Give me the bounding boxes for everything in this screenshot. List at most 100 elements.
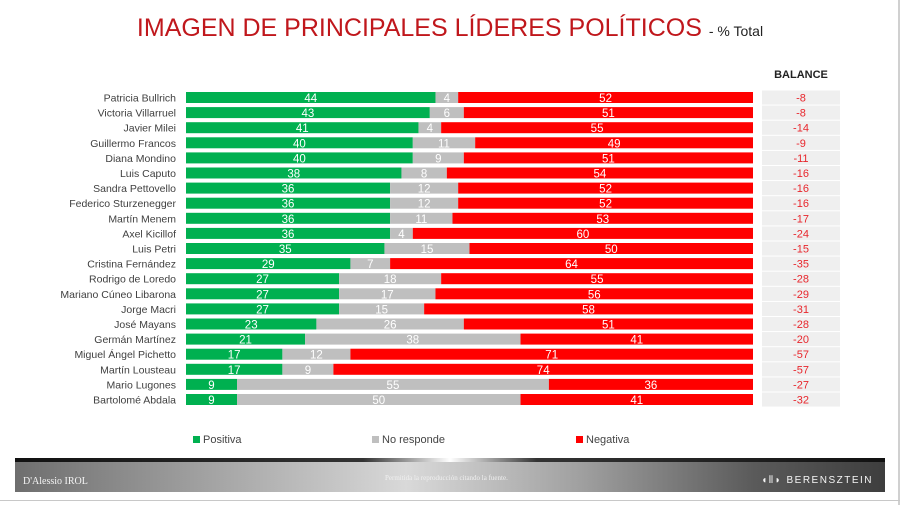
data-label-no-responde: 4: [427, 123, 434, 135]
balance-cell: [762, 377, 840, 392]
legend-swatch-negativa: [576, 436, 583, 443]
category-label: Mariano Cúneo Libarona: [60, 289, 176, 301]
bar-positiva: [186, 243, 385, 254]
bar-negativa: [458, 182, 753, 194]
data-label-negativa: 49: [608, 138, 621, 150]
bar-no-responde: [339, 273, 442, 285]
bar-no-responde: [390, 197, 459, 209]
category-label: Mario Lugones: [107, 379, 176, 391]
bar-negativa: [412, 227, 753, 239]
bar-no-responde: [339, 288, 436, 300]
data-label-negativa: 51: [602, 153, 615, 165]
bar-no-responde: [390, 212, 453, 224]
balance-cell: [762, 196, 840, 211]
balance-cell: [762, 120, 840, 135]
balance-cell: [762, 347, 840, 362]
data-label-positiva: 27: [256, 274, 269, 286]
bar-no-responde: [316, 318, 464, 330]
data-label-no-responde: 6: [444, 108, 450, 120]
balance-value: -16: [793, 183, 809, 195]
legend-positiva: Positiva: [193, 434, 242, 446]
data-label-positiva: 44: [304, 93, 317, 105]
data-label-negativa: 55: [591, 123, 604, 135]
data-label-positiva: 27: [256, 289, 269, 301]
bar-negativa: [458, 92, 753, 103]
data-label-negativa: 50: [605, 244, 618, 256]
data-label-negativa: 51: [602, 108, 615, 120]
category-label: Sandra Pettovello: [93, 183, 176, 195]
bar-positiva: [186, 378, 238, 390]
data-label-positiva: 29: [262, 259, 275, 271]
data-label-positiva: 38: [287, 169, 300, 181]
data-label-negativa: 52: [599, 199, 612, 211]
data-label-no-responde: 9: [305, 365, 311, 377]
balance-value: -57: [793, 364, 809, 376]
data-label-no-responde: 9: [435, 153, 441, 165]
category-label: José Mayans: [114, 319, 176, 331]
data-label-no-responde: 8: [421, 169, 427, 181]
bar-no-responde: [237, 394, 521, 405]
frame-border: [898, 0, 900, 505]
bar-no-responde: [390, 227, 413, 239]
bar-negativa: [463, 107, 753, 119]
bar-negativa: [520, 394, 753, 405]
data-label-no-responde: 26: [384, 320, 397, 332]
bar-negativa: [390, 258, 753, 270]
data-label-no-responde: 11: [415, 214, 427, 226]
bar-positiva: [186, 318, 317, 330]
data-label-positiva: 36: [282, 229, 295, 241]
data-label-positiva: 36: [282, 184, 295, 196]
bar-no-responde: [412, 137, 476, 149]
data-label-no-responde: 17: [381, 289, 394, 301]
balance-value: -16: [793, 198, 809, 210]
bar-negativa: [475, 137, 753, 149]
bar-negativa: [458, 197, 753, 209]
balance-cell: [762, 301, 840, 316]
data-label-positiva: 9: [208, 395, 214, 407]
bar-negativa: [469, 243, 753, 254]
legend-negativa: Negativa: [576, 434, 629, 446]
bar-no-responde: [384, 243, 470, 254]
bar-positiva: [186, 167, 402, 179]
data-label-no-responde: 12: [418, 184, 431, 196]
bar-no-responde: [339, 303, 425, 315]
bar-negativa: [520, 333, 753, 345]
category-label: Federico Sturzenegger: [69, 198, 176, 210]
data-label-no-responde: 11: [438, 138, 450, 150]
balance-cell: [762, 105, 840, 120]
bar-no-responde: [390, 182, 459, 194]
balance-value: -27: [793, 379, 809, 391]
data-label-negativa: 36: [645, 380, 658, 392]
balance-value: -28: [793, 274, 809, 286]
balance-value: -28: [793, 319, 809, 331]
balance-cell: [762, 332, 840, 347]
bar-positiva: [186, 394, 238, 405]
bar-positiva: [186, 348, 283, 360]
bar-no-responde: [418, 122, 442, 134]
bar-positiva: [186, 258, 351, 270]
balance-value: -8: [796, 108, 806, 120]
balance-value: -32: [793, 395, 809, 407]
balance-cell: [762, 226, 840, 241]
bar-no-responde: [401, 167, 447, 179]
bar-negativa: [441, 273, 753, 285]
data-label-no-responde: 15: [421, 244, 434, 256]
balance-value: -11: [793, 153, 808, 165]
data-label-positiva: 17: [228, 365, 241, 377]
category-label: Victoria Villarruel: [98, 108, 176, 120]
data-label-no-responde: 7: [367, 259, 373, 271]
bar-negativa: [435, 288, 753, 300]
bar-no-responde: [435, 92, 459, 103]
balance-cell: [762, 392, 840, 407]
bar-positiva: [186, 137, 413, 149]
data-label-no-responde: 18: [384, 274, 397, 286]
data-label-positiva: 35: [279, 244, 292, 256]
dalessio-logo: D'Alessio IROL: [23, 476, 88, 487]
legend-swatch-no-responde: [372, 436, 379, 443]
berensztein-logo: ◖⦀◗ BERENSZTEIN: [761, 475, 873, 486]
bottom-divider: [0, 500, 900, 501]
category-label: Patricia Bullrich: [104, 93, 177, 105]
data-label-positiva: 17: [228, 350, 241, 362]
bar-no-responde: [282, 363, 334, 375]
